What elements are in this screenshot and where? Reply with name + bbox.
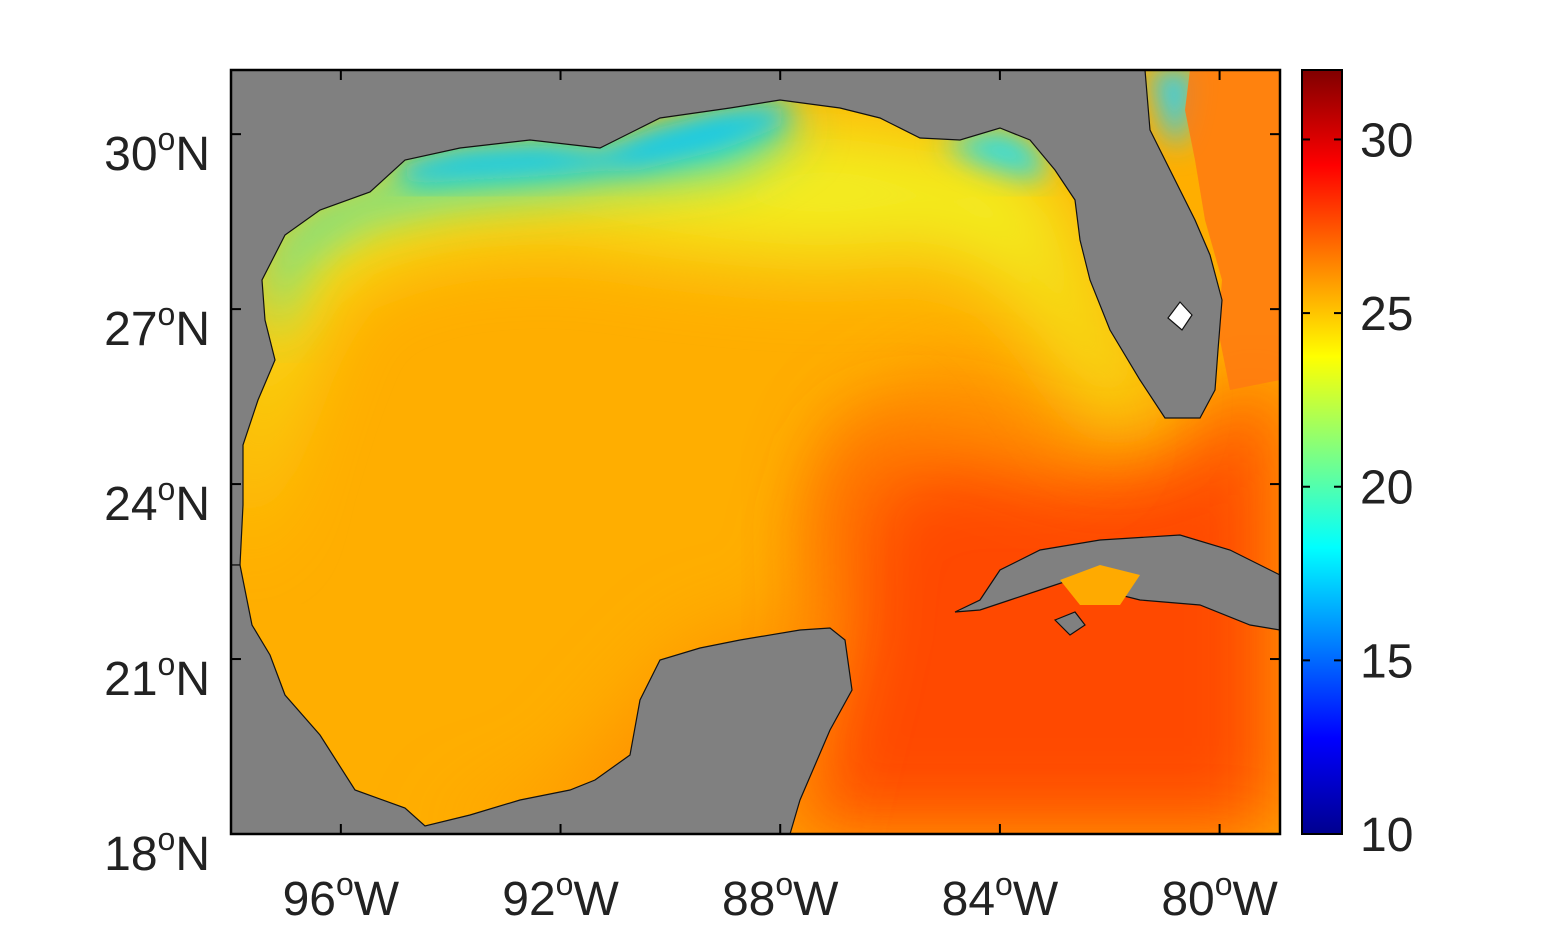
isla-de-la-juventud bbox=[1053, 611, 1086, 636]
atlantic-cool-water bbox=[1150, 70, 1195, 150]
colorbar-gradient bbox=[1301, 69, 1343, 835]
colorbar-tick-labels: 10 15 20 25 30 bbox=[1360, 114, 1413, 862]
y-tick-label: 30oN bbox=[104, 121, 210, 181]
x-tick-label: 88oW bbox=[722, 866, 839, 926]
warm-loop-current bbox=[790, 380, 1280, 834]
x-tick-label: 84oW bbox=[942, 866, 1059, 926]
colorbar-tick-label: 30 bbox=[1360, 114, 1413, 167]
y-tick-label: 27oN bbox=[104, 296, 210, 356]
map-frame bbox=[229, 68, 1282, 836]
sea-surface-field bbox=[231, 70, 1280, 834]
colorbar-ticks bbox=[1302, 138, 1342, 835]
gulf-of-batabano bbox=[1060, 565, 1140, 605]
y-tick-label: 21oN bbox=[104, 646, 210, 706]
colorbar-tick-label: 10 bbox=[1360, 809, 1413, 862]
lake-okeechobee bbox=[1167, 301, 1193, 331]
florida-panhandle-cool-water bbox=[940, 128, 1050, 180]
y-tick-labels: 18oN 21oN 24oN 27oN 30oN bbox=[104, 121, 210, 881]
northern-shelf-water bbox=[240, 120, 1150, 560]
colorbar-tick-label: 15 bbox=[1360, 635, 1413, 688]
map-ticks bbox=[231, 70, 1280, 835]
colorbar-tick-label: 20 bbox=[1360, 462, 1413, 515]
mexico-land bbox=[231, 564, 853, 834]
x-tick-label: 96oW bbox=[283, 866, 400, 926]
y-tick-label: 24oN bbox=[104, 471, 210, 531]
louisiana-cold-water bbox=[395, 104, 790, 185]
x-tick-label: 80oW bbox=[1161, 866, 1278, 926]
colorbar-tick-label: 25 bbox=[1360, 288, 1413, 341]
coastal-cool-water bbox=[270, 110, 800, 340]
x-tick-label: 92oW bbox=[502, 866, 619, 926]
y-tick-label: 18oN bbox=[104, 821, 210, 881]
x-tick-labels: 96oW 92oW 88oW 84oW 80oW bbox=[283, 866, 1279, 926]
map-axes: 96oW 92oW 88oW 84oW 80oW 18oN 21oN 24oN 27oN 30o… bbox=[104, 68, 1282, 926]
colorbar: 10 15 20 25 30 bbox=[1301, 69, 1413, 862]
us-gulf-coast-land bbox=[231, 70, 1223, 566]
atlantic-warm-water bbox=[1185, 70, 1280, 390]
